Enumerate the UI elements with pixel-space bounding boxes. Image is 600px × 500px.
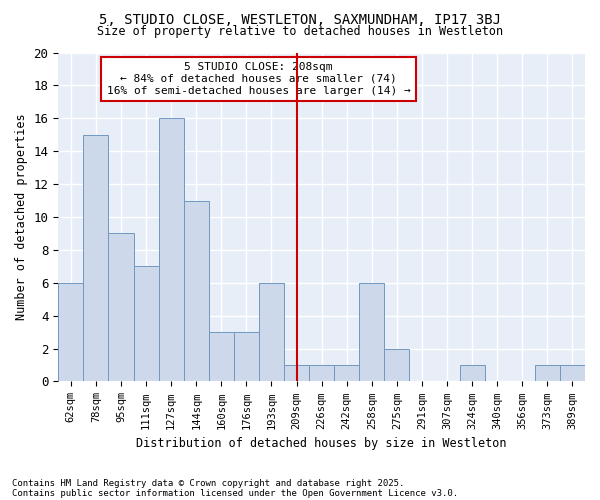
- Text: 5 STUDIO CLOSE: 208sqm
← 84% of detached houses are smaller (74)
16% of semi-det: 5 STUDIO CLOSE: 208sqm ← 84% of detached…: [107, 62, 410, 96]
- Bar: [359, 283, 385, 382]
- Bar: [184, 200, 209, 382]
- Bar: [158, 118, 184, 382]
- Bar: [234, 332, 259, 382]
- Text: 5, STUDIO CLOSE, WESTLETON, SAXMUNDHAM, IP17 3BJ: 5, STUDIO CLOSE, WESTLETON, SAXMUNDHAM, …: [99, 12, 501, 26]
- Bar: [560, 365, 585, 382]
- X-axis label: Distribution of detached houses by size in Westleton: Distribution of detached houses by size …: [136, 437, 507, 450]
- Bar: [385, 348, 409, 382]
- Text: Contains public sector information licensed under the Open Government Licence v3: Contains public sector information licen…: [12, 488, 458, 498]
- Bar: [209, 332, 234, 382]
- Bar: [109, 234, 134, 382]
- Text: Size of property relative to detached houses in Westleton: Size of property relative to detached ho…: [97, 25, 503, 38]
- Bar: [83, 134, 109, 382]
- Bar: [259, 283, 284, 382]
- Y-axis label: Number of detached properties: Number of detached properties: [15, 114, 28, 320]
- Bar: [58, 283, 83, 382]
- Bar: [535, 365, 560, 382]
- Bar: [460, 365, 485, 382]
- Bar: [134, 266, 158, 382]
- Bar: [284, 365, 309, 382]
- Bar: [309, 365, 334, 382]
- Text: Contains HM Land Registry data © Crown copyright and database right 2025.: Contains HM Land Registry data © Crown c…: [12, 478, 404, 488]
- Bar: [334, 365, 359, 382]
